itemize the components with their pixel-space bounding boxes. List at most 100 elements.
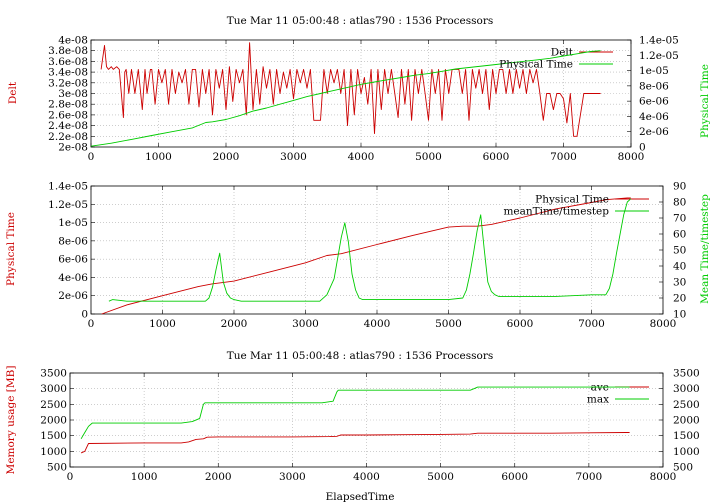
chart2-y2tick-label: 60 <box>673 229 686 241</box>
chart3-title: Tue Mar 11 05:00:48 : atlas790 : 1536 Pr… <box>227 350 494 362</box>
chart1-ytick-label: 3e-08 <box>58 88 88 100</box>
chart3-ytick-label: 1500 <box>40 430 67 442</box>
chart3-y2tick-label: 2500 <box>673 399 700 411</box>
chart2-y2tick-label: 90 <box>673 181 686 193</box>
chart2-legend-label: Physical Time <box>535 194 609 206</box>
chart2-y2tick-label: 10 <box>673 309 686 321</box>
chart2-xtick-label: 8000 <box>650 318 677 330</box>
chart1-ytick-label: 2e-08 <box>58 142 88 154</box>
chart1-legend-label: Physical Time <box>499 59 573 71</box>
chart3-xtick-label: 8000 <box>650 471 677 483</box>
chart2-ytick-label: 6e-06 <box>58 254 88 266</box>
chart3-series-max <box>80 386 630 440</box>
chart2-y2tick-label: 70 <box>673 213 686 225</box>
chart2-plot-frame <box>90 185 664 315</box>
chart2-y2tick-label: 50 <box>673 245 686 257</box>
chart3-ytick-label: 3500 <box>40 368 67 380</box>
chart2-xtick-label: 3000 <box>292 318 319 330</box>
chart3-ytick-label: 3000 <box>40 383 67 395</box>
chart3-xtick-label: 3000 <box>279 471 306 483</box>
chart3-ylabel: Memory usage [MB] <box>5 366 17 475</box>
chart2-legend-label: meanTime/timestep <box>503 206 609 218</box>
chart1-ytick-label: 3.6e-08 <box>48 56 88 68</box>
chart3-xtick-label: 1000 <box>131 471 158 483</box>
chart3-xtick-label: 0 <box>67 471 74 483</box>
chart2-ytick-label: 1.4e-05 <box>48 181 88 193</box>
chart1-ytick-label: 2.4e-08 <box>48 120 88 132</box>
chart3-y2tick-label: 1000 <box>673 446 700 458</box>
chart1-ytick-label: 2.6e-08 <box>48 109 88 121</box>
chart3-y2tick-label: 1500 <box>673 430 700 442</box>
chart1-series-delt <box>100 42 601 137</box>
chart2-ytick-label: 2e-06 <box>58 290 88 302</box>
chart2-xtick-label: 1000 <box>149 318 176 330</box>
chart1-y2tick-label: 1e-05 <box>639 65 669 77</box>
chart1-y2tick-label: 1.2e-05 <box>639 50 679 62</box>
chart2-ytick-label: 8e-06 <box>58 235 88 247</box>
chart2-ytick-label: 0 <box>81 309 88 321</box>
chart3-ytick-label: 1000 <box>40 446 67 458</box>
chart1-xtick-label: 2000 <box>213 151 240 163</box>
chart2-xtick-label: 0 <box>88 318 95 330</box>
chart3-xtick-label: 4000 <box>353 471 380 483</box>
chart1-y2tick-label: 4e-06 <box>639 111 669 123</box>
chart3-plot-frame <box>69 372 664 468</box>
chart3-ytick-label: 2000 <box>40 415 67 427</box>
chart1-xtick-label: 4000 <box>348 151 375 163</box>
chart3-y2tick-label: 2000 <box>673 415 700 427</box>
chart1-xtick-label: 1000 <box>145 151 172 163</box>
chart3-ytick-label: 500 <box>47 462 67 474</box>
chart1-ytick-label: 3.8e-08 <box>48 45 88 57</box>
chart1-xtick-label: 3000 <box>280 151 307 163</box>
chart2-y2tick-label: 20 <box>673 293 686 305</box>
chart1-ytick-label: 2.2e-08 <box>48 131 88 143</box>
chart1-xtick-label: 0 <box>88 151 95 163</box>
chart2-ytick-label: 1e-05 <box>58 217 88 229</box>
chart1-ytick-label: 4e-08 <box>58 35 88 47</box>
chart2-xtick-label: 2000 <box>221 318 248 330</box>
chart2-xtick-label: 7000 <box>578 318 605 330</box>
chart1-series-physical-time <box>90 50 601 147</box>
chart2-xtick-label: 4000 <box>364 318 391 330</box>
chart1-y2tick-label: 6e-06 <box>639 96 669 108</box>
chart2-y2tick-label: 30 <box>673 277 686 289</box>
chart1-xtick-label: 8000 <box>618 151 645 163</box>
chart3-y2tick-label: 3000 <box>673 383 700 395</box>
chart2-ytick-label: 1.2e-05 <box>48 199 88 211</box>
chart1-ytick-label: 2.8e-08 <box>48 99 88 111</box>
chart3-xlabel: ElapsedTime <box>326 491 395 503</box>
chart1-y2tick-label: 2e-06 <box>639 126 669 138</box>
chart3-legend-label: max <box>587 394 609 406</box>
chart1-xtick-label: 7000 <box>550 151 577 163</box>
chart2-series-meantime-timestep <box>108 198 632 302</box>
chart3-y2tick-label: 3500 <box>673 368 700 380</box>
chart2-y2tick-label: 80 <box>673 197 686 209</box>
chart3-xtick-label: 2000 <box>205 471 232 483</box>
chart1-y2label: Physical Time <box>699 64 711 138</box>
chart2-y2tick-label: 40 <box>673 261 686 273</box>
chart1-ytick-label: 3.2e-08 <box>48 77 88 89</box>
chart3-xtick-label: 5000 <box>427 471 454 483</box>
chart1-ylabel: Delt <box>7 81 19 104</box>
chart2-y2label: Mean Time/timestep <box>699 194 711 304</box>
chart1-plot-frame <box>90 39 632 148</box>
chart3-ytick-label: 2500 <box>40 399 67 411</box>
chart1-xtick-label: 6000 <box>483 151 510 163</box>
chart3-series-ave <box>80 432 630 454</box>
chart1-xtick-label: 5000 <box>415 151 442 163</box>
chart2-ytick-label: 4e-06 <box>58 272 88 284</box>
chart1-ytick-label: 3.4e-08 <box>48 67 88 79</box>
chart3-y2tick-label: 500 <box>673 462 693 474</box>
chart1-legend-label: Delt <box>551 47 574 59</box>
chart1-y2tick-label: 8e-06 <box>639 80 669 92</box>
chart2-series-physical-time <box>101 197 631 315</box>
chart1-title: Tue Mar 11 05:00:48 : atlas790 : 1536 Pr… <box>227 15 494 27</box>
chart3-xtick-label: 7000 <box>576 471 603 483</box>
chart1-y2tick-label: 0 <box>639 142 646 154</box>
chart2-ylabel: Physical Time <box>5 212 17 286</box>
chart3-xtick-label: 6000 <box>501 471 528 483</box>
chart1-y2tick-label: 1.4e-05 <box>639 35 679 47</box>
chart2-xtick-label: 5000 <box>435 318 462 330</box>
